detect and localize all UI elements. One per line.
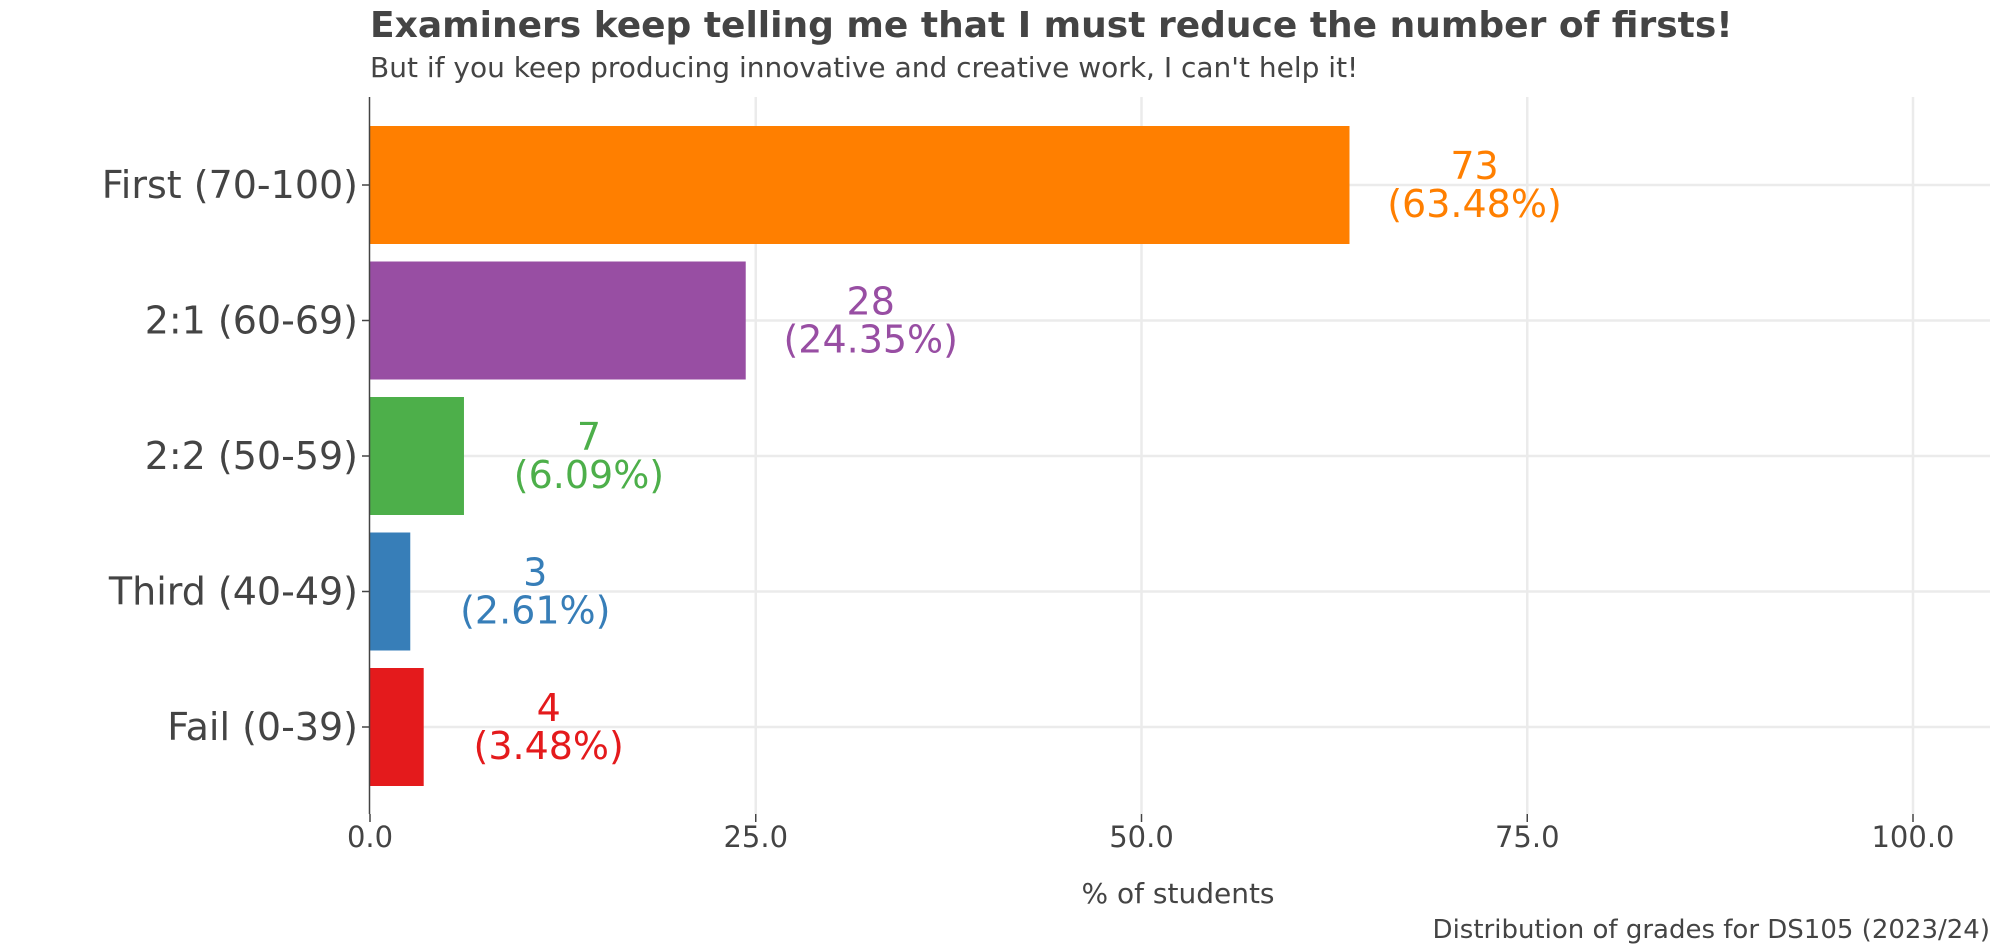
x-ticks: 0.0 25.0 50.0 75.0 100.0 bbox=[347, 814, 1955, 854]
data-label-count: 73 bbox=[1450, 144, 1498, 188]
x-tick-label: 50.0 bbox=[1109, 820, 1174, 854]
chart-caption: Distribution of grades for DS105 (2023/2… bbox=[1433, 915, 1990, 945]
bar bbox=[370, 126, 1350, 244]
data-label-percent: (63.48%) bbox=[1387, 182, 1562, 226]
data-label-count: 3 bbox=[523, 551, 547, 595]
data-label-percent: (24.35%) bbox=[783, 318, 958, 362]
x-axis-title: % of students bbox=[1081, 877, 1274, 910]
bars bbox=[370, 126, 1350, 786]
chart-subtitle: But if you keep producing innovative and… bbox=[370, 51, 1358, 84]
data-label-count: 7 bbox=[577, 415, 601, 459]
x-tick-label: 100.0 bbox=[1871, 820, 1954, 854]
data-label-percent: (6.09%) bbox=[514, 453, 664, 497]
bar bbox=[370, 261, 746, 380]
data-label-percent: (3.48%) bbox=[474, 724, 624, 768]
data-label-count: 28 bbox=[847, 280, 895, 324]
category-label: Fail (0-39) bbox=[167, 705, 358, 749]
x-tick-label: 0.0 bbox=[347, 820, 393, 854]
data-labels: 73(63.48%) 28(24.35%) 7(6.09%) 3(2.61%) 4(3.… bbox=[460, 144, 1562, 768]
category-label: First (70-100) bbox=[102, 163, 358, 207]
bar bbox=[370, 532, 411, 651]
chart-title: Examiners keep telling me that I must re… bbox=[370, 5, 1733, 46]
category-labels: First (70-100) 2:1 (60-69) 2:2 (50-59) Thir… bbox=[102, 163, 370, 749]
category-label: 2:2 (50-59) bbox=[145, 434, 358, 478]
category-label: Third (40-49) bbox=[108, 570, 358, 614]
category-label: 2:1 (60-69) bbox=[145, 299, 358, 343]
data-label-percent: (2.61%) bbox=[460, 589, 610, 633]
data-label-count: 4 bbox=[537, 686, 561, 730]
x-tick-label: 75.0 bbox=[1495, 820, 1560, 854]
bar bbox=[370, 397, 464, 515]
x-tick-label: 25.0 bbox=[723, 820, 788, 854]
bar bbox=[370, 668, 424, 786]
